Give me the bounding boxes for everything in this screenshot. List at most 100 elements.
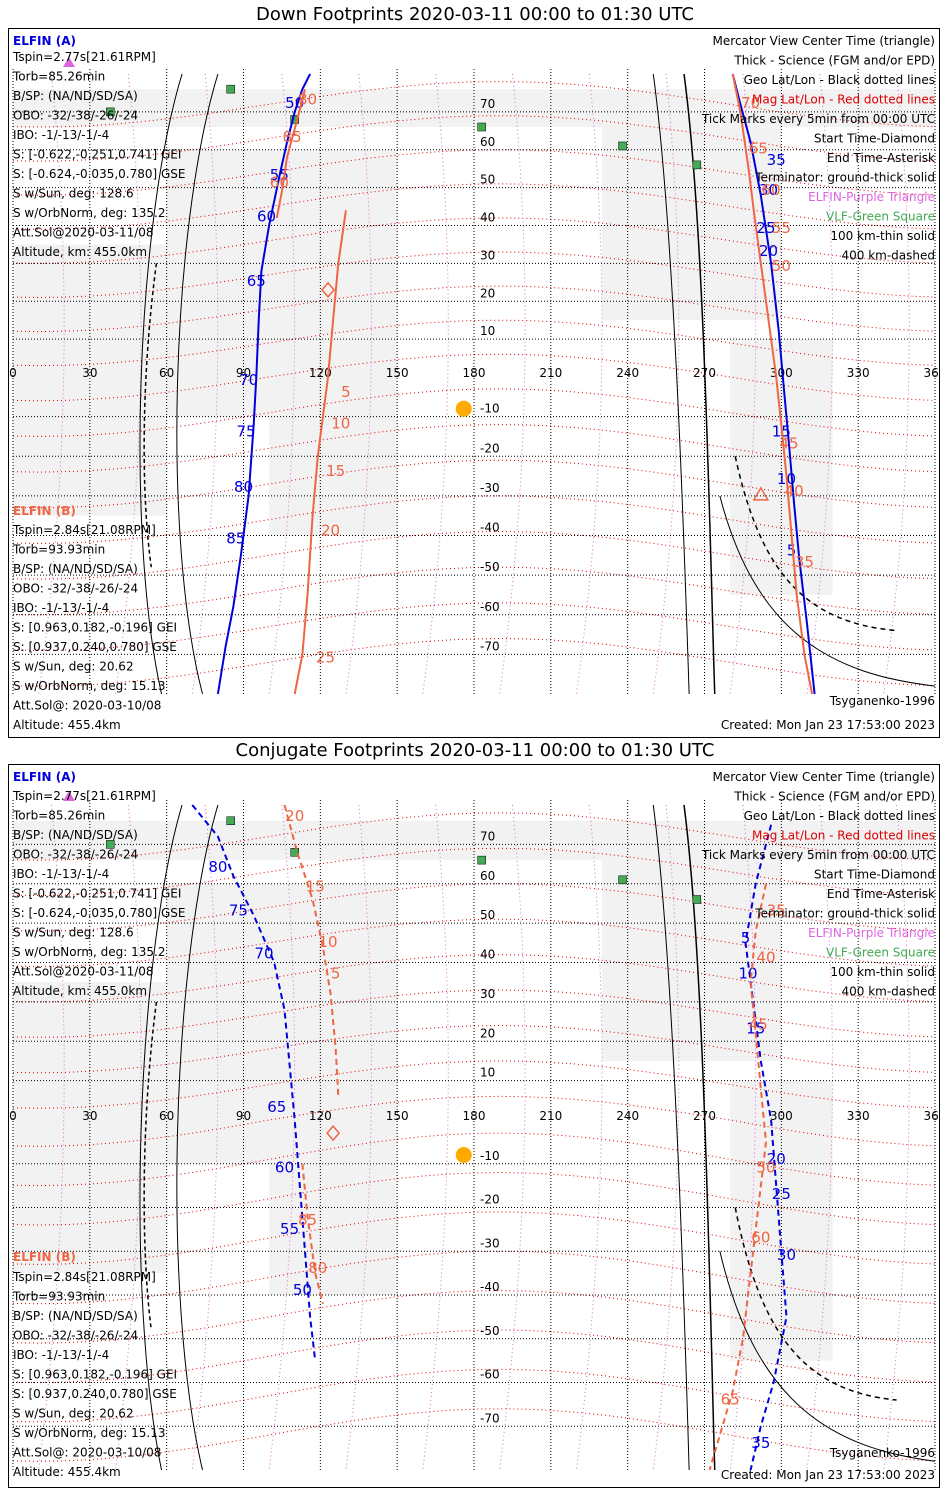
elfin-a-tick-label: 50: [293, 1281, 312, 1299]
elfin-b-info-line: S: [0.963,0.182,-0.196] GEI: [13, 1368, 177, 1382]
elfin-a-info-line: B/SP: (NA/ND/SD/SA): [13, 828, 138, 842]
vlf-site-marker: [618, 875, 627, 885]
elfin-a-tick-label: 15: [746, 1019, 765, 1037]
elfin-a-tick-label: 20: [767, 1150, 786, 1168]
elfin-b-info-line: S w/Sun, deg: 20.62: [13, 660, 134, 674]
elfin-a-tick-label: 65: [267, 1098, 286, 1116]
mag-lon-line: [883, 73, 910, 695]
legend-line: Thick - Science (FGM and/or EPD): [733, 790, 935, 804]
legend-line: Tick Marks every 5min from 00:00 UTC: [701, 112, 935, 126]
elfin-a-track: [731, 73, 816, 695]
lat-tick-label: 70: [480, 97, 495, 111]
mag-lon-line: [499, 73, 526, 695]
lon-tick-label: 330: [847, 366, 870, 380]
elfin-b-tick-label: 5: [331, 964, 341, 982]
legend-line: ELFIN-Purple Triangle: [808, 926, 935, 940]
elfin-b-tick-label: 80: [308, 1259, 327, 1277]
elfin-a-info-line: Att.Sol@2020-03-11/08: [13, 226, 154, 240]
lat-tick-label: 10: [480, 1066, 495, 1080]
terminator-line: [139, 804, 183, 1471]
land-region: [269, 416, 398, 536]
legend-line: Mercator View Center Time (triangle): [713, 770, 935, 784]
elfin-b-tick-label: 65: [749, 140, 768, 158]
mag-lat-line: [12, 637, 936, 687]
lat-tick-label: 70: [480, 829, 495, 843]
legend-line: End Time-Asterisk: [827, 151, 935, 165]
lat-tick-label: 10: [480, 324, 495, 338]
elfin-a-tick-label: 30: [777, 1246, 796, 1264]
elfin-b-tick-label: 70: [741, 94, 760, 112]
lat-tick-label: -50: [480, 1324, 500, 1338]
lon-tick-label: 360: [924, 366, 939, 380]
vlf-site-marker: [477, 855, 486, 865]
elfin-b-tick-label: 50: [756, 1159, 775, 1177]
lon-tick-label: 0: [9, 366, 17, 380]
elfin-b-tick-label: 20: [285, 807, 304, 825]
elfin-b-track: [283, 804, 340, 1097]
lat-tick-label: -10: [480, 402, 500, 416]
elfin-a-tick-label: 5: [741, 929, 751, 947]
elfin-b-tick-label: 35: [795, 553, 814, 571]
lon-tick-label: 90: [236, 1109, 251, 1123]
lon-tick-label: 0: [9, 1109, 17, 1123]
lon-tick-label: 240: [616, 366, 639, 380]
elfin-a-info-line: S: [-0.624,-0.035,0.780] GSE: [13, 167, 186, 181]
lat-tick-label: -30: [480, 1236, 500, 1250]
vlf-site-marker: [226, 816, 235, 825]
elfin-a-tick-label: 30: [759, 181, 778, 199]
lat-tick-label: 50: [480, 908, 495, 922]
elfin-b-track: [731, 73, 814, 695]
vlf-site-marker: [618, 141, 627, 151]
elfin-a-track: [216, 73, 311, 695]
elfin-b-info-line: OBO: -32/-38/-26/-24: [13, 582, 138, 596]
elfin-a-tick-label: 35: [767, 151, 786, 169]
elfin-b-track: [275, 88, 306, 219]
lon-tick-label: 60: [159, 366, 174, 380]
legend-line: VLF-Green Square: [826, 210, 935, 224]
elfin-b-tick-label: 5: [341, 383, 351, 401]
legend-line: Start Time-Diamond: [814, 868, 935, 882]
elfin-b-tick-label: 85: [298, 1211, 317, 1229]
elfin-b-info-line: Tspin=2.84s[21.08RPM]: [12, 1270, 156, 1284]
mag-lon-line: [575, 804, 603, 1471]
lat-tick-label: 30: [480, 248, 495, 262]
elfin-b-tick-label: 80: [298, 90, 317, 108]
legend-line: End Time-Asterisk: [827, 887, 935, 901]
terminator-line: [176, 73, 219, 695]
terminator-dashed: [734, 1207, 897, 1401]
mag-lat-line: [12, 1290, 936, 1344]
lat-tick-label: -60: [480, 1368, 500, 1382]
vlf-site-marker: [106, 840, 115, 849]
elfin-a-tick-label: 75: [237, 422, 256, 440]
elfin-a-tick-label: 85: [226, 529, 245, 547]
lon-tick-label: 330: [847, 1109, 870, 1123]
created-label: Created: Mon Jan 23 17:53:00 2023: [721, 718, 935, 732]
elfin-a-info-line: Altitude, km: 455.0km: [13, 984, 147, 998]
lat-tick-label: -60: [480, 600, 500, 614]
elfin-a-tick-label: 55: [280, 1220, 299, 1238]
elfin-a-tick-label: 75: [229, 901, 248, 919]
vlf-site-marker: [692, 160, 702, 170]
elfin-b-info-line: S w/Sun, deg: 20.62: [13, 1407, 134, 1421]
legend-line: 400 km-dashed: [841, 249, 935, 263]
legend-line: Start Time-Diamond: [814, 132, 935, 146]
elfin-b-track: [708, 883, 768, 1471]
vlf-site-marker: [290, 848, 299, 857]
elfin-b-tick-label: 35: [767, 901, 786, 919]
elfin-a-info-line: Tspin=2.77s[21.61RPM]: [12, 50, 156, 64]
mag-lat-line: [12, 1329, 936, 1384]
elfin-b-info-line: Att.Sol@: 2020-03-10/08: [13, 699, 161, 713]
legend-line: Geo Lat/Lon - Black dotted lines: [744, 73, 935, 87]
elfin-a-info-line: Att.Sol@2020-03-11/08: [13, 965, 154, 979]
legend-line: 100 km-thin solid: [830, 229, 935, 243]
lat-tick-label: -70: [480, 639, 500, 653]
elfin-b-info-line: Att.Sol@: 2020-03-10/08: [13, 1446, 161, 1460]
lat-tick-label: -70: [480, 1411, 500, 1425]
elfin-a-info-line: OBO: -32/-38/-26/-24: [13, 848, 138, 862]
elfin-a-info-line: S: [-0.624,-0.035,0.780] GSE: [13, 906, 186, 920]
elfin-a-info-line: IBO: -1/-13/-1/-4: [13, 867, 109, 881]
elfin-b-tick-label: 15: [306, 878, 325, 896]
elfin-a-tick-label: 25: [772, 1185, 791, 1203]
lon-tick-label: 240: [616, 1109, 639, 1123]
mag-lat-line: [12, 424, 936, 473]
